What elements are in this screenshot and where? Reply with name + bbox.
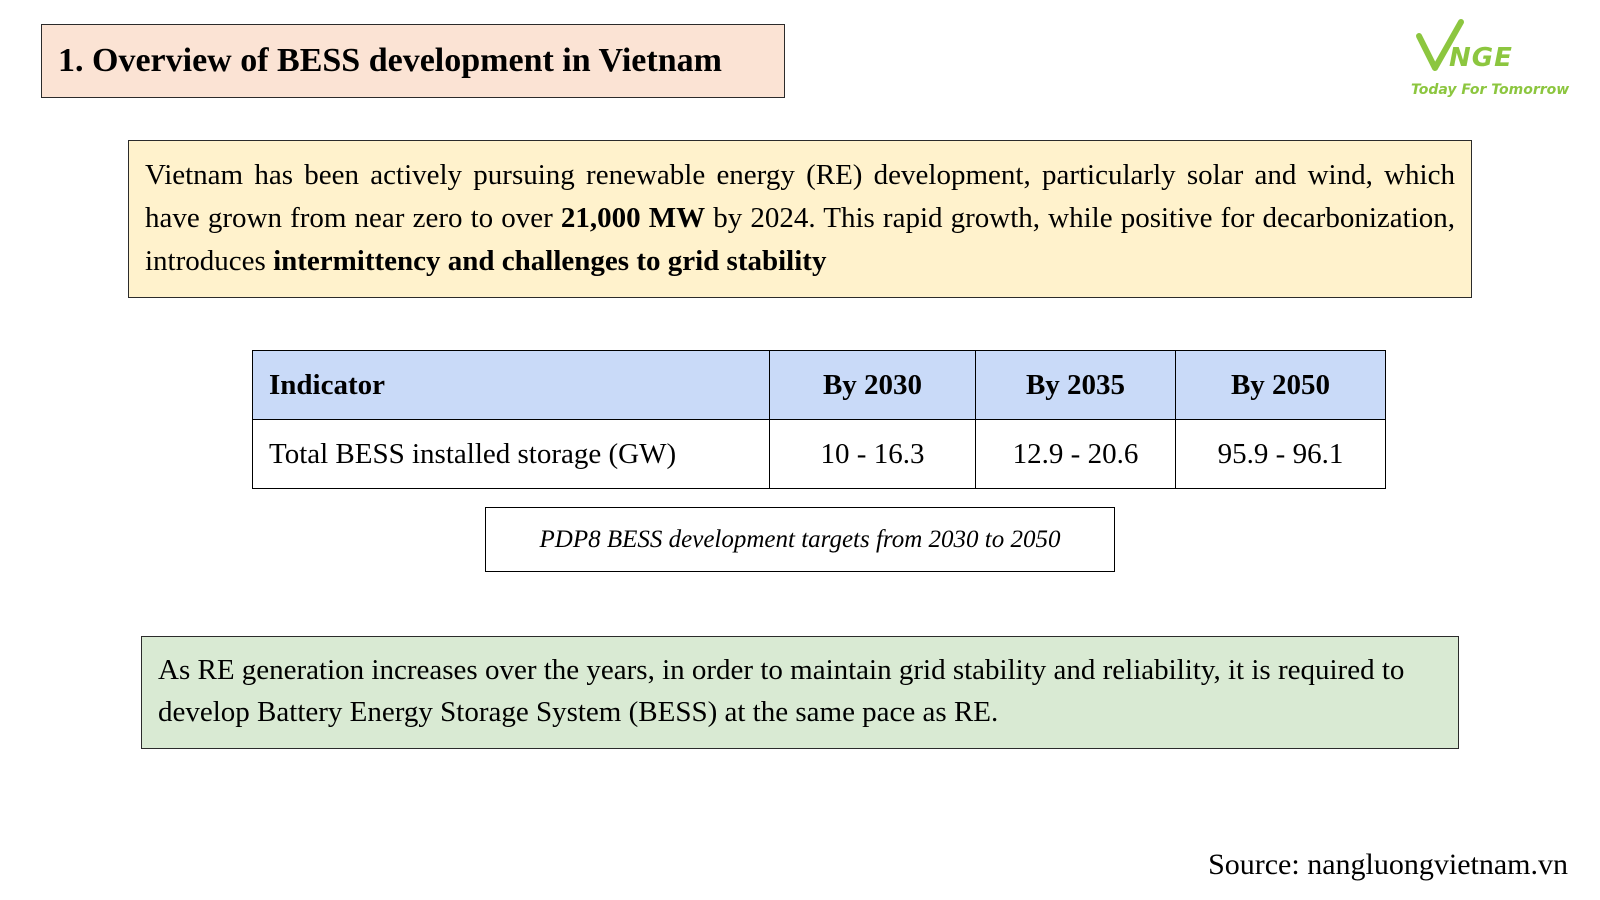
cell-2035: 12.9 - 20.6 (975, 419, 1176, 489)
svg-text:NGE: NGE (1449, 43, 1513, 73)
table-caption: PDP8 BESS development targets from 2030 … (485, 507, 1115, 572)
cell-2050: 95.9 - 96.1 (1175, 419, 1386, 489)
vnge-logo: NGE Today For Tomorrow (1405, 16, 1585, 106)
cell-2030: 10 - 16.3 (769, 419, 976, 489)
intro-text-bold-challenges: intermittency and challenges to grid sta… (273, 245, 827, 277)
intro-text-part2: by 2024. This rapid growth, while positi… (145, 202, 1455, 277)
header-2050: By 2050 (1175, 350, 1386, 420)
logo-tagline: Today For Tomorrow (1411, 82, 1570, 98)
header-2030: By 2030 (769, 350, 976, 420)
intro-text-bold-capacity: 21,000 MW (560, 202, 706, 234)
vnge-logo-icon: NGE (1416, 19, 1513, 73)
table-header-row: Indicator By 2030 By 2035 By 2050 (252, 350, 1386, 420)
header-2035: By 2035 (975, 350, 1176, 420)
intro-text-box: Vietnam has been actively pursuing renew… (128, 140, 1472, 298)
table-row: Total BESS installed storage (GW) 10 - 1… (252, 419, 1386, 489)
source-credit: Source: nangluongvietnam.vn (1208, 848, 1568, 881)
intro-text-part1: Vietnam has been actively pursuing renew… (145, 159, 1455, 234)
conclusion-note-box: As RE generation increases over the year… (141, 636, 1459, 749)
bess-targets-table: Indicator By 2030 By 2035 By 2050 Total … (252, 350, 1386, 489)
header-indicator: Indicator (252, 350, 770, 420)
slide-title: 1. Overview of BESS development in Vietn… (41, 24, 785, 98)
cell-indicator: Total BESS installed storage (GW) (252, 419, 770, 489)
